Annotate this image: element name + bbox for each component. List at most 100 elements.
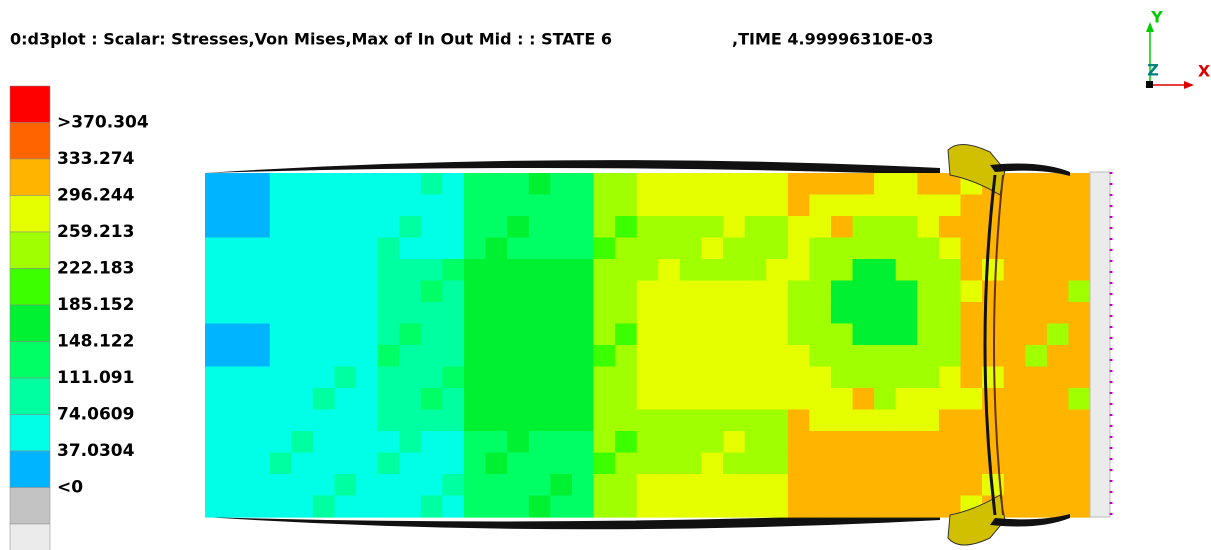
- mesh-cell: [1025, 195, 1047, 217]
- mesh-cell: [378, 453, 400, 475]
- mesh-cell: [205, 431, 227, 453]
- mesh-cell: [227, 453, 249, 475]
- mesh-cell: [399, 388, 421, 410]
- mesh-cell: [917, 453, 939, 475]
- mesh-cell: [205, 410, 227, 432]
- mesh-cell: [960, 238, 982, 260]
- mesh-cell: [917, 474, 939, 496]
- mesh-cell: [615, 496, 637, 518]
- mesh-cell: [1004, 259, 1026, 281]
- mesh-cell: [766, 302, 788, 324]
- mesh-cell: [356, 302, 378, 324]
- mesh-cell: [701, 474, 723, 496]
- mesh-cell: [507, 216, 529, 238]
- mesh-cell: [701, 453, 723, 475]
- mesh-cell: [291, 281, 313, 303]
- mesh-cell: [701, 496, 723, 518]
- mesh-cell: [270, 453, 292, 475]
- mesh-cell: [723, 238, 745, 260]
- mesh-cell: [378, 496, 400, 518]
- mesh-cell: [723, 496, 745, 518]
- mesh-cell: [313, 259, 335, 281]
- mesh-cell: [550, 259, 572, 281]
- mesh-cell: [464, 216, 486, 238]
- mesh-cell: [335, 281, 357, 303]
- legend-swatch: [10, 451, 50, 488]
- mesh-cell: [658, 410, 680, 432]
- legend-swatch: [10, 86, 50, 123]
- mesh-cell: [723, 474, 745, 496]
- mesh-cell: [896, 302, 918, 324]
- mesh-cell: [205, 216, 227, 238]
- mesh-cell: [1047, 410, 1069, 432]
- mesh-cell: [291, 431, 313, 453]
- mesh-cell: [529, 302, 551, 324]
- mesh-cell: [313, 324, 335, 346]
- mesh-cell: [529, 474, 551, 496]
- mesh-cell: [486, 195, 508, 217]
- mesh-cell: [572, 281, 594, 303]
- mesh-cell: [766, 238, 788, 260]
- mesh-cell: [982, 216, 1004, 238]
- mesh-cell: [291, 367, 313, 389]
- legend-swatch: [10, 524, 50, 550]
- mesh-cell: [745, 431, 767, 453]
- mesh-cell: [227, 496, 249, 518]
- mesh-cell: [853, 324, 875, 346]
- mesh-cell: [486, 302, 508, 324]
- mesh-cell: [701, 281, 723, 303]
- mesh-cell: [291, 302, 313, 324]
- mesh-cell: [1068, 259, 1090, 281]
- mesh-cell: [1004, 195, 1026, 217]
- mesh-cell: [270, 281, 292, 303]
- mesh-cell: [442, 453, 464, 475]
- mesh-cell: [507, 324, 529, 346]
- mesh-cell: [1068, 345, 1090, 367]
- mesh-cell: [1025, 496, 1047, 518]
- legend-label: 185.152: [57, 295, 134, 315]
- viewport: 0:d3plot : Scalar: Stresses,Von Mises,Ma…: [0, 0, 1211, 550]
- mesh-cell: [594, 238, 616, 260]
- mesh-cell: [615, 173, 637, 195]
- mesh-cell: [960, 281, 982, 303]
- mesh-cell: [701, 410, 723, 432]
- mesh-cell: [399, 345, 421, 367]
- mesh-cell: [356, 388, 378, 410]
- mesh-cell: [507, 259, 529, 281]
- mesh-cell: [248, 496, 270, 518]
- mesh-cell: [809, 431, 831, 453]
- mesh-cell: [615, 367, 637, 389]
- mesh-cell: [960, 324, 982, 346]
- mesh-cell: [637, 453, 659, 475]
- mesh-cell: [615, 216, 637, 238]
- mesh-cell: [766, 431, 788, 453]
- mesh-cell: [313, 474, 335, 496]
- mesh-cell: [723, 453, 745, 475]
- mesh-cell: [529, 195, 551, 217]
- mesh-cell: [486, 388, 508, 410]
- mesh-cell: [399, 302, 421, 324]
- mesh-cell: [464, 324, 486, 346]
- mesh-cell: [615, 324, 637, 346]
- mesh-cell: [1004, 173, 1026, 195]
- mesh-cell: [874, 453, 896, 475]
- mesh-cell: [550, 388, 572, 410]
- mesh-cell: [529, 281, 551, 303]
- mesh-cell: [637, 302, 659, 324]
- mesh-cell: [809, 173, 831, 195]
- mesh-cell: [917, 281, 939, 303]
- mesh-cell: [1047, 453, 1069, 475]
- mesh-cell: [270, 324, 292, 346]
- mesh-cell: [788, 496, 810, 518]
- mesh-cell: [421, 496, 443, 518]
- mesh-cell: [248, 345, 270, 367]
- mesh-cell: [701, 302, 723, 324]
- mesh-cell: [442, 345, 464, 367]
- mesh-cell: [335, 173, 357, 195]
- mesh-cell: [745, 453, 767, 475]
- mesh-cell: [421, 259, 443, 281]
- mesh-cell: [723, 345, 745, 367]
- mesh-cell: [896, 388, 918, 410]
- mesh-cell: [1004, 496, 1026, 518]
- mesh-cell: [723, 216, 745, 238]
